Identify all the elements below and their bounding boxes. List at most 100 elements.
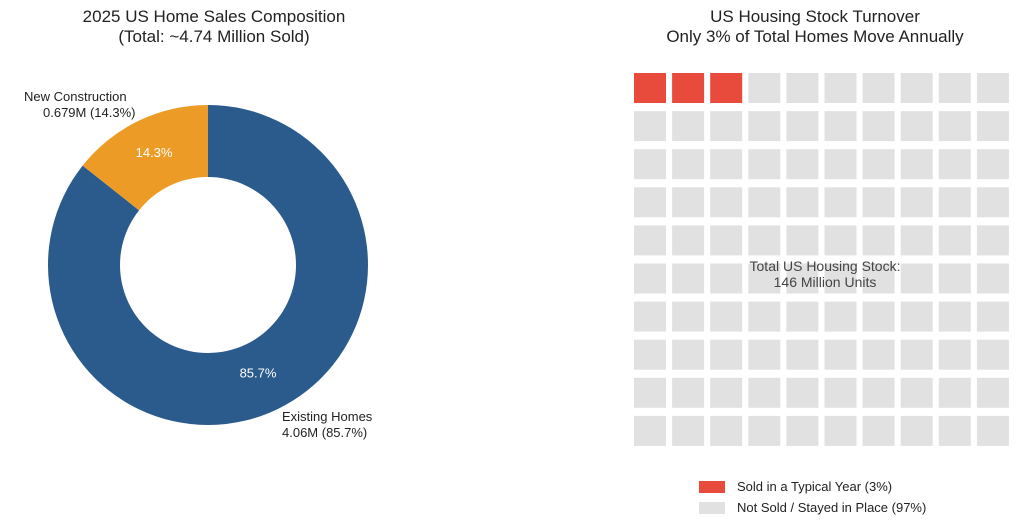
waffle-cell-not-sold (748, 73, 781, 103)
donut-slice-existing-homes (48, 105, 369, 425)
waffle-cell-not-sold (710, 149, 743, 180)
legend-swatch-not-sold (699, 501, 725, 514)
waffle-title-line: US Housing Stock Turnover (710, 7, 920, 26)
waffle-cell-not-sold (786, 301, 819, 332)
waffle-cell-not-sold (824, 73, 857, 103)
waffle-cell-not-sold (634, 377, 666, 408)
waffle-cell-not-sold (672, 263, 705, 294)
waffle-cell-not-sold (824, 415, 857, 446)
waffle-cell-not-sold (710, 263, 743, 294)
waffle-cell-not-sold (710, 301, 743, 332)
waffle-cell-not-sold (976, 149, 1009, 180)
waffle-cell-not-sold (672, 225, 705, 256)
waffle-cell-not-sold (900, 73, 933, 103)
waffle-cell-not-sold (862, 111, 895, 142)
waffle-cell-not-sold (710, 225, 743, 256)
waffle-cell-not-sold (710, 187, 743, 218)
waffle-cell-not-sold (938, 111, 971, 142)
waffle-cell-not-sold (672, 187, 705, 218)
waffle-cell-not-sold (862, 225, 895, 256)
housing-stock-label-line2: 146 Million Units (773, 274, 877, 290)
waffle-subtitle-line: Only 3% of Total Homes Move Annually (666, 27, 964, 46)
waffle-cell-not-sold (786, 187, 819, 218)
waffle-cell-not-sold (634, 111, 666, 142)
existing-homes-value: 4.06M (85.7%) (282, 425, 368, 440)
legend-label-sold: Sold in a Typical Year (3%) (737, 479, 893, 494)
waffle-cell-not-sold (672, 377, 705, 408)
waffle-cell-not-sold (634, 263, 666, 294)
donut-pct-label-new-construction: 14.3% (136, 145, 173, 160)
waffle-cell-not-sold (748, 263, 781, 294)
waffle-cell-not-sold (824, 225, 857, 256)
waffle-cell-not-sold (824, 187, 857, 218)
waffle-cell-not-sold (862, 187, 895, 218)
waffle-cell-not-sold (710, 415, 743, 446)
waffle-cell-not-sold (900, 149, 933, 180)
waffle-cell-not-sold (938, 187, 971, 218)
waffle-cell-not-sold (824, 111, 857, 142)
waffle-cell-sold (710, 73, 743, 103)
waffle-cell-not-sold (900, 339, 933, 370)
waffle-cell-not-sold (938, 301, 971, 332)
housing-stock-label: Total US Housing Stock: 146 Million Unit… (700, 258, 950, 290)
waffle-cell-not-sold (786, 73, 819, 103)
waffle-cell-not-sold (938, 377, 971, 408)
waffle-cell-not-sold (786, 339, 819, 370)
donut-pct-label-existing-homes: 85.7% (240, 365, 277, 380)
waffle-cell-not-sold (976, 377, 1009, 408)
donut-slice-new-construction (82, 105, 208, 211)
legend-item-sold: Sold in a Typical Year (3%) (699, 476, 926, 497)
donut-title-line: 2025 US Home Sales Composition (82, 7, 346, 26)
waffle-cell-not-sold (900, 263, 933, 294)
waffle-cell-not-sold (786, 377, 819, 408)
waffle-cell-not-sold (748, 415, 781, 446)
waffle-cell-not-sold (710, 111, 743, 142)
waffle-cell-not-sold (672, 301, 705, 332)
new-construction-annotation: New Construction 0.679M (14.3%) (24, 89, 136, 121)
waffle-cell-not-sold (976, 301, 1009, 332)
legend-label-not-sold: Not Sold / Stayed in Place (97%) (737, 500, 927, 515)
waffle-cell-not-sold (824, 263, 857, 294)
waffle-cell-not-sold (900, 187, 933, 218)
waffle-cell-not-sold (634, 187, 666, 218)
waffle-cell-not-sold (710, 377, 743, 408)
waffle-cell-not-sold (710, 339, 743, 370)
waffle-cell-not-sold (900, 377, 933, 408)
waffle-cell-not-sold (938, 225, 971, 256)
waffle-cell-not-sold (862, 339, 895, 370)
waffle-cell-not-sold (748, 187, 781, 218)
waffle-cell-not-sold (748, 339, 781, 370)
waffle-legend: Sold in a Typical Year (3%) Not Sold / S… (699, 476, 926, 518)
waffle-cell-not-sold (862, 377, 895, 408)
waffle-cell-not-sold (938, 263, 971, 294)
legend-swatch-sold (699, 480, 725, 493)
waffle-cell-not-sold (900, 225, 933, 256)
waffle-cell-not-sold (938, 415, 971, 446)
waffle-cell-not-sold (976, 111, 1009, 142)
waffle-cell-not-sold (634, 225, 666, 256)
waffle-cell-not-sold (976, 415, 1009, 446)
waffle-cell-not-sold (900, 111, 933, 142)
waffle-cell-not-sold (748, 111, 781, 142)
waffle-cell-not-sold (900, 301, 933, 332)
waffle-cell-not-sold (748, 225, 781, 256)
waffle-cell-sold (634, 73, 666, 103)
waffle-cell-not-sold (938, 73, 971, 103)
waffle-cell-not-sold (824, 339, 857, 370)
donut-subtitle-line: (Total: ~4.74 Million Sold) (118, 27, 310, 46)
waffle-cell-not-sold (862, 149, 895, 180)
waffle-cell-not-sold (938, 339, 971, 370)
waffle-cell-not-sold (976, 339, 1009, 370)
waffle-cell-not-sold (672, 149, 705, 180)
waffle-cell-not-sold (976, 263, 1009, 294)
waffle-cell-sold (672, 73, 705, 103)
waffle-cell-not-sold (824, 377, 857, 408)
existing-homes-label: Existing Homes (282, 409, 373, 424)
waffle-cell-not-sold (976, 73, 1009, 103)
waffle-cell-not-sold (862, 263, 895, 294)
waffle-cell-not-sold (862, 415, 895, 446)
new-construction-label: New Construction (24, 89, 127, 104)
waffle-cell-not-sold (976, 187, 1009, 218)
waffle-cell-not-sold (824, 301, 857, 332)
